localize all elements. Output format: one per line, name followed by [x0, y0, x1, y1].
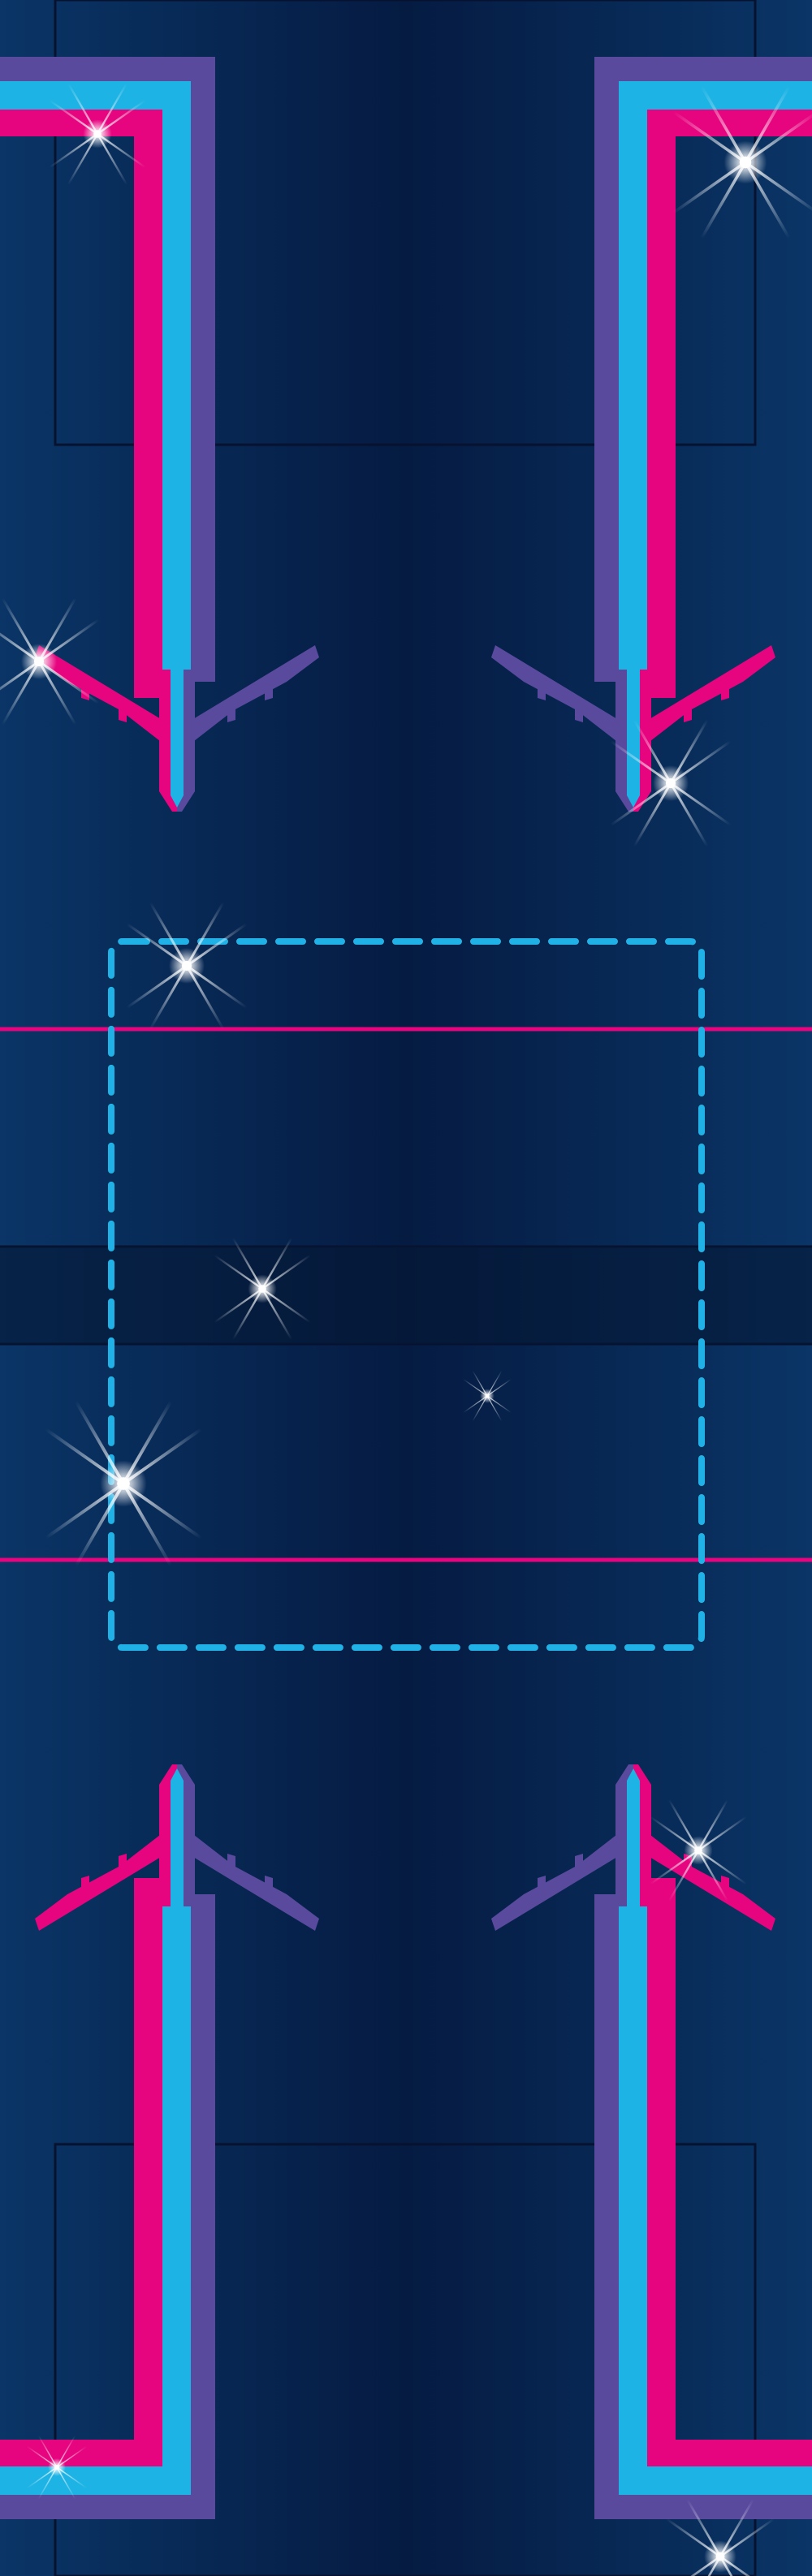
sparkle-icon [610, 719, 732, 847]
sparkle-icon [463, 1370, 512, 1422]
stripe-top-left [0, 57, 215, 698]
sparkle-icon [126, 902, 248, 1030]
stripe-bottom-left [0, 1878, 215, 2519]
sparkle-icon [49, 83, 146, 185]
sparkle-icon [214, 1238, 311, 1340]
sparkle-icon [0, 597, 100, 726]
sparkle-icon [650, 1799, 747, 1902]
sparkle-icon [45, 1400, 202, 1567]
sparkle-icon [672, 85, 812, 239]
sparkle-icon [26, 2435, 88, 2500]
dashed-frame [108, 938, 705, 1651]
stripe-bottom-right [594, 1878, 812, 2519]
stripe-top-right [594, 57, 812, 698]
